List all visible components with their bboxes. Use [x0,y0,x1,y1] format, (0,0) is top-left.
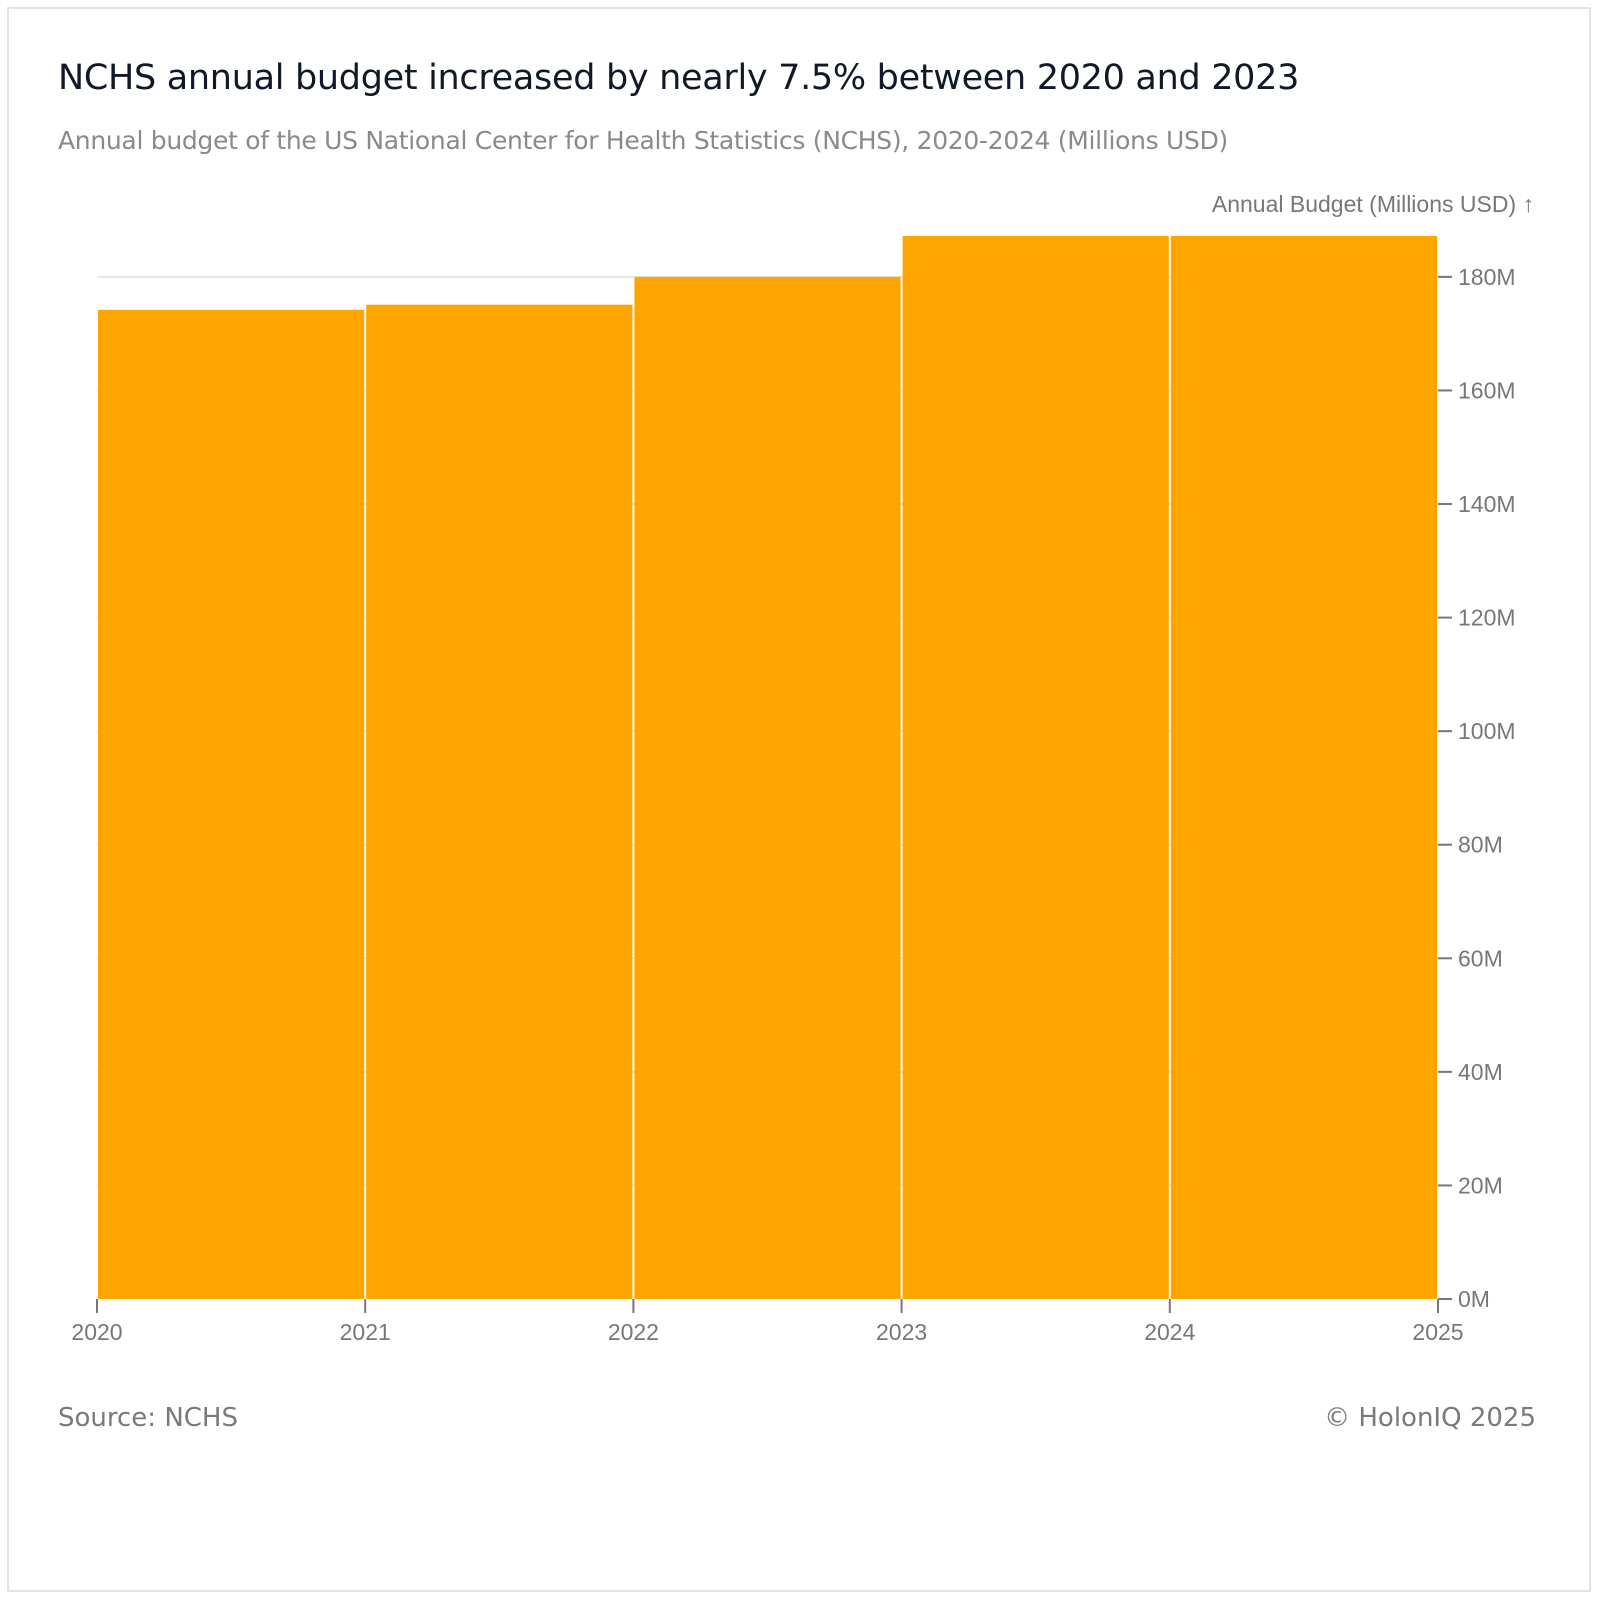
bar-2021 [366,304,633,1299]
bar-2024 [1170,236,1437,1299]
y-tick-label: 160M [1458,377,1516,403]
bar-chart: 2020 2021 2022 2023 2024 2025 0M 20M 40M 60M 80M 1… [71,191,1534,1345]
bar-2022 [634,276,901,1299]
chart-title: NCHS annual budget increased by nearly 7… [58,58,1300,98]
source-note: Source: NCHS [58,1403,238,1433]
y-tick-label: 20M [1458,1172,1503,1198]
x-tick-label: 2025 [1412,1319,1463,1345]
chart-subtitle: Annual budget of the US National Center … [58,126,1228,155]
y-tick-label: 60M [1458,945,1503,971]
x-tick-label: 2022 [608,1319,659,1345]
bar-2020 [98,309,365,1299]
y-tick-label: 140M [1458,491,1516,517]
y-axis-title: Annual Budget (Millions USD) ↑ [1212,191,1534,217]
y-tick-label: 180M [1458,264,1516,290]
y-tick-label: 120M [1458,605,1516,631]
x-tick-label: 2021 [340,1319,391,1345]
copyright-note: © HolonIQ 2025 [1324,1403,1536,1433]
x-axis: 2020 2021 2022 2023 2024 2025 [71,1299,1464,1345]
y-tick-label: 40M [1458,1059,1503,1085]
bars [98,236,1437,1299]
y-tick-label: 80M [1458,832,1503,858]
x-tick-label: 2023 [876,1319,927,1345]
x-tick-label: 2024 [1144,1319,1195,1345]
x-tick-label: 2020 [71,1319,122,1345]
y-tick-label: 0M [1458,1286,1490,1312]
bar-2023 [902,236,1169,1299]
y-axis: 0M 20M 40M 60M 80M 100M 120M 140M 160M 180M [1437,264,1516,1313]
y-tick-label: 100M [1458,718,1516,744]
